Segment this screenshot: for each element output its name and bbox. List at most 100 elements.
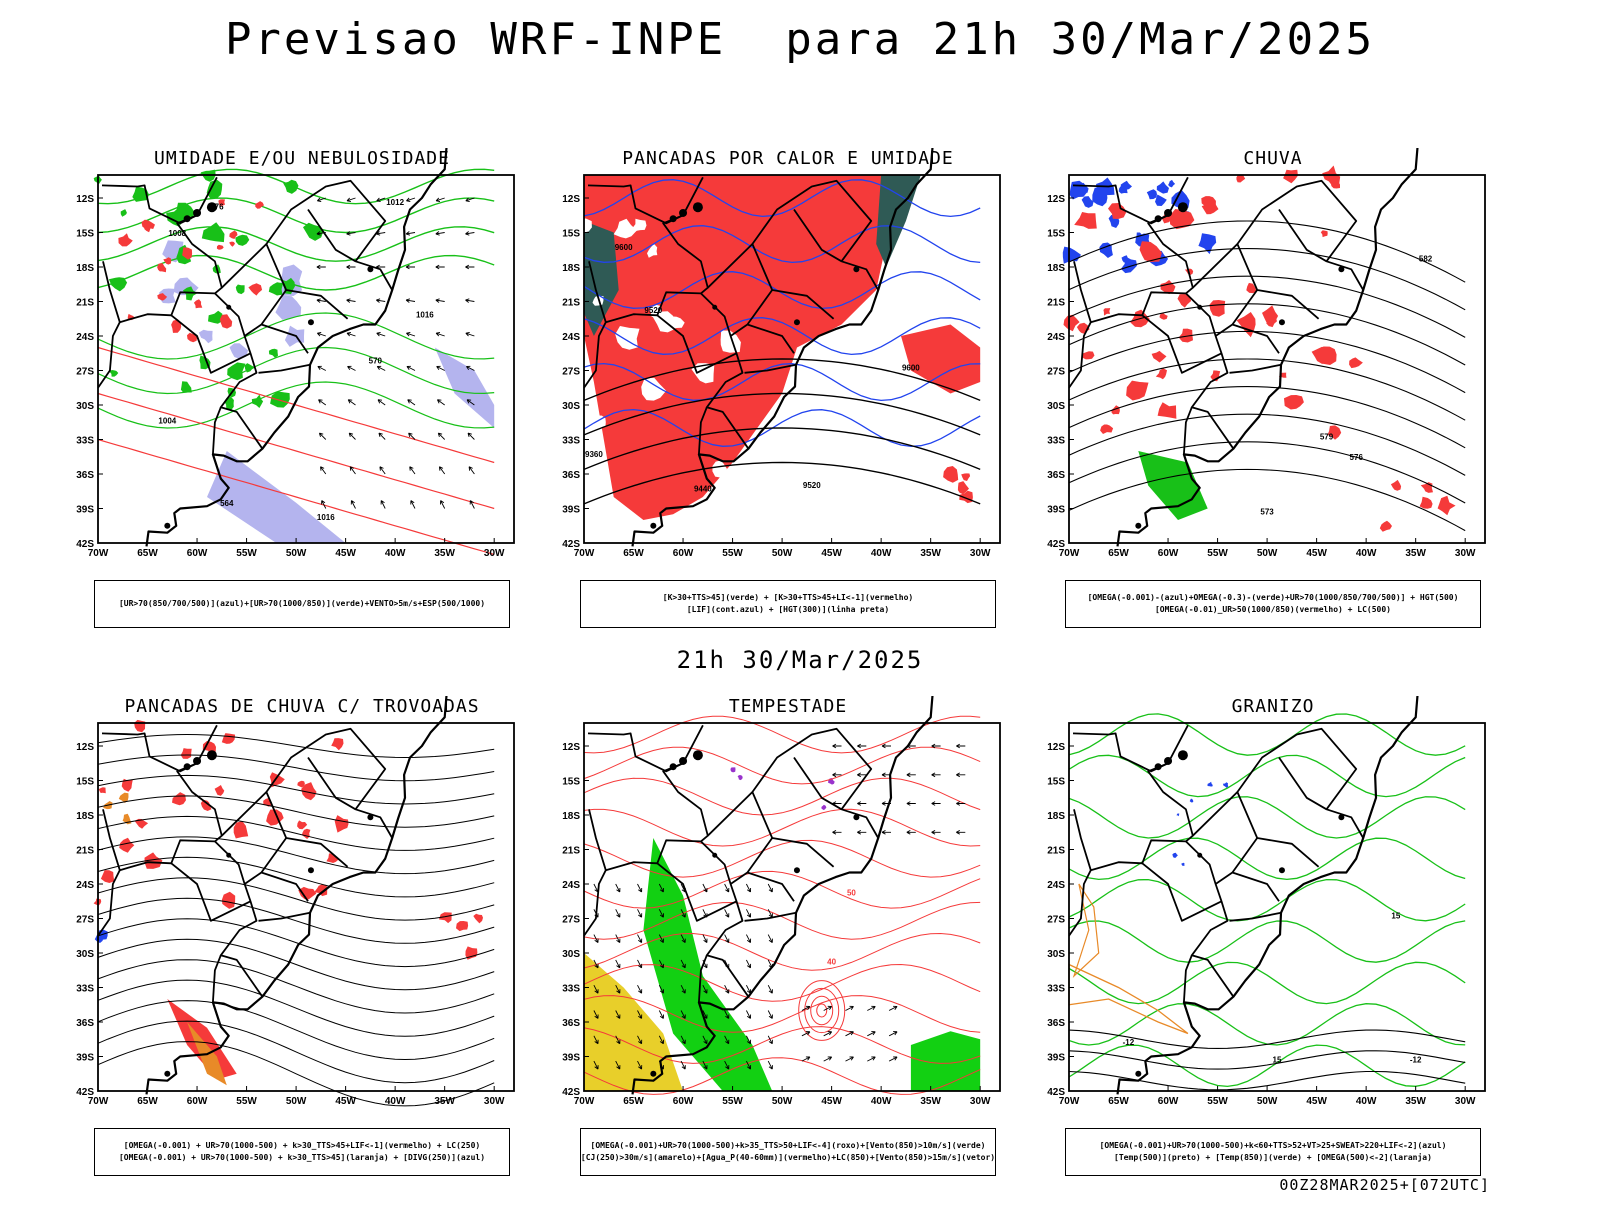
lat-label: 33S <box>1047 984 1065 995</box>
lake-marker <box>164 1070 171 1077</box>
map-pancadas-calor[interactable]: 9600 9520 9440 9360 9600 9520 12S 15S 18S 21S 24S 2… <box>548 148 1028 580</box>
lat-label: 42S <box>76 1087 94 1098</box>
lat-label: 15S <box>1047 229 1065 240</box>
wind-vector <box>435 197 445 202</box>
map-chuva[interactable]: 582 579 576 573 12S 15S 18S 21S 24S 27S 30S 33S 36S 3… <box>1033 148 1513 580</box>
country-border <box>258 911 311 922</box>
streamline <box>97 877 495 921</box>
wind-vector <box>724 909 730 918</box>
wind-vector <box>593 1060 599 1070</box>
wind-vector <box>658 1035 664 1045</box>
country-border <box>793 756 879 839</box>
map-tempestade[interactable]: 40 50 12S 15S 18S 21S 24S 27S 30S 33S 36S 39S 42S70W… <box>548 696 1028 1128</box>
streamline <box>97 795 495 828</box>
hail-marker <box>1176 813 1180 817</box>
wind-vector <box>845 1005 854 1011</box>
water-vapor-contour <box>804 987 840 1034</box>
wind-vector <box>316 197 326 202</box>
country-border <box>1236 727 1358 868</box>
wind-vector <box>637 883 643 893</box>
wind-vector <box>593 1035 599 1045</box>
streamline <box>97 754 495 782</box>
wind-vector <box>857 743 867 749</box>
lake-marker <box>650 1070 657 1077</box>
lake-marker <box>679 208 688 217</box>
clear-area <box>647 243 658 258</box>
map-granizo[interactable]: -12 -12 15 15 12S 15S 18S 21S 24S 27S 30S 33S 36S 39S… <box>1033 696 1513 1128</box>
height-contour <box>1068 386 1466 449</box>
lc850-contour <box>583 870 981 909</box>
instability-area-red <box>901 324 981 394</box>
country-border <box>119 861 172 872</box>
temp850-contour <box>1068 961 1466 1005</box>
lon-label: 35W <box>920 1096 941 1107</box>
lat-label: 24S <box>76 880 94 891</box>
lifted-index-contour <box>583 362 981 402</box>
thunderstorm-area <box>121 778 133 792</box>
lake-marker <box>853 814 860 821</box>
lon-label: 65W <box>623 1096 644 1107</box>
lon-label: 40W <box>871 548 892 559</box>
lon-label: 60W <box>673 548 694 559</box>
humidity-area-low <box>227 362 246 381</box>
country-border <box>1090 861 1143 872</box>
wind-vector <box>931 743 941 749</box>
hail-marker <box>1189 798 1194 803</box>
wind-vector <box>376 365 386 371</box>
wind-vector <box>888 1005 898 1011</box>
wind-vector <box>465 231 475 236</box>
lake-marker <box>1177 750 1188 761</box>
country-border <box>97 261 121 389</box>
streamline <box>97 1020 495 1084</box>
lat-label: 24S <box>562 880 580 891</box>
humidity-contour <box>97 226 495 262</box>
legend-line: [UR>70(850/700/500)](azul)+[UR>70(1000/8… <box>118 599 486 608</box>
lon-label: 40W <box>385 548 406 559</box>
lon-label: 35W <box>920 548 941 559</box>
wind-vector <box>347 365 356 371</box>
lake-marker <box>226 304 232 310</box>
country-border <box>307 208 393 291</box>
map-frame <box>583 174 1001 544</box>
rain-area <box>1063 314 1080 332</box>
thunderstorm-area <box>314 884 328 897</box>
thickness-marker <box>193 299 203 309</box>
wind-vector <box>680 909 686 918</box>
wind-vector <box>832 743 842 749</box>
country-border <box>1232 871 1280 902</box>
wind-vector <box>380 500 386 509</box>
wind-vector <box>435 332 445 337</box>
map-umidade[interactable]: 1008 1012 1016 1004 576 570 564 1016 12S 15S 18S 21… <box>62 148 542 580</box>
coastline <box>631 696 934 1095</box>
lat-label: 27S <box>1047 915 1065 926</box>
wind-vector <box>702 934 708 943</box>
lat-label: 42S <box>562 1087 580 1098</box>
height-contour <box>1068 358 1466 421</box>
water-vapor-contour <box>816 1003 828 1018</box>
wind-vector <box>436 365 445 371</box>
wind-vector <box>801 1031 811 1037</box>
lon-label: 65W <box>137 548 158 559</box>
lat-label: 24S <box>1047 332 1065 343</box>
lon-label: 60W <box>187 548 208 559</box>
country-border <box>583 261 607 389</box>
wind-vector <box>724 984 730 994</box>
lat-label: 42S <box>76 539 94 550</box>
wind-vector <box>409 466 416 475</box>
wind-vector <box>408 432 416 440</box>
thunderstorm-area <box>172 792 186 806</box>
lat-label: 15S <box>76 229 94 240</box>
wind-vector <box>316 332 326 337</box>
lat-label: 33S <box>76 984 94 995</box>
humidity-area-low <box>215 230 224 238</box>
country-border <box>307 756 393 839</box>
wind-vector <box>316 298 326 303</box>
divergence-area <box>118 792 129 803</box>
wind-vector <box>318 399 327 406</box>
contour-label: 576 <box>1350 453 1364 462</box>
rain-area <box>1246 282 1257 294</box>
country-border <box>119 313 172 324</box>
contour-label: 50 <box>847 889 856 898</box>
lat-label: 30S <box>76 949 94 960</box>
